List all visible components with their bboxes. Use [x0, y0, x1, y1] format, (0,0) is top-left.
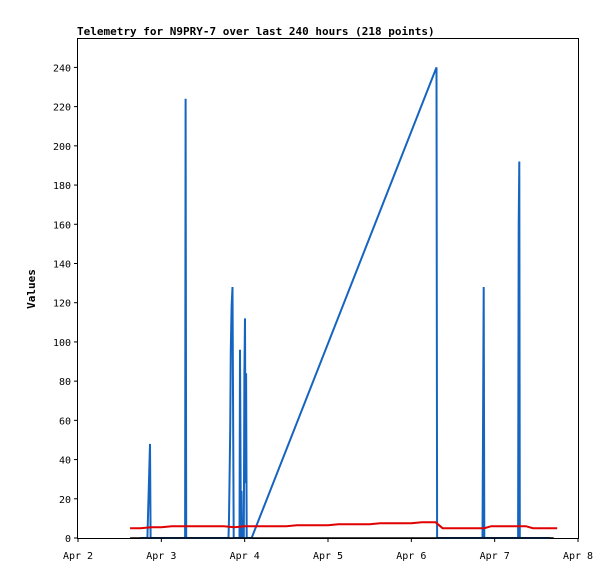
chart-title: Telemetry for N9PRY-7 over last 240 hour…	[77, 25, 435, 38]
y-tick-label: 0	[65, 534, 71, 545]
x-tick-label: Apr 7	[480, 551, 510, 562]
y-axis: 0 20 40 60 80 100 120 140 160 180 200 220 240	[53, 63, 78, 545]
x-axis: Apr 2 Apr 3 Apr 4 Apr 5 Apr 6 Apr 7 Apr 8	[63, 538, 593, 562]
y-tick-label: 240	[53, 63, 71, 74]
x-tick-label: Apr 2	[63, 551, 93, 562]
y-tick-label: 60	[59, 416, 71, 427]
y-tick-label: 160	[53, 220, 71, 231]
y-tick-label: 40	[59, 456, 71, 467]
plot-frame	[77, 38, 579, 539]
x-tick-label: Apr 5	[313, 551, 343, 562]
y-axis-label: Values	[25, 269, 38, 309]
x-tick-label: Apr 4	[230, 551, 260, 562]
x-tick-label: Apr 6	[396, 551, 426, 562]
y-tick-label: 140	[53, 259, 71, 270]
y-tick-label: 120	[53, 299, 71, 310]
series-line-2	[130, 521, 558, 530]
y-tick-label: 80	[59, 377, 71, 388]
y-tick-label: 100	[53, 338, 71, 349]
y-tick-label: 220	[53, 103, 71, 114]
y-tick-label: 20	[59, 495, 71, 506]
y-tick-label: 200	[53, 142, 71, 153]
y-tick-label: 180	[53, 181, 71, 192]
x-tick-label: Apr 3	[146, 551, 176, 562]
series-layer	[130, 67, 558, 539]
x-tick-label: Apr 8	[563, 551, 593, 562]
